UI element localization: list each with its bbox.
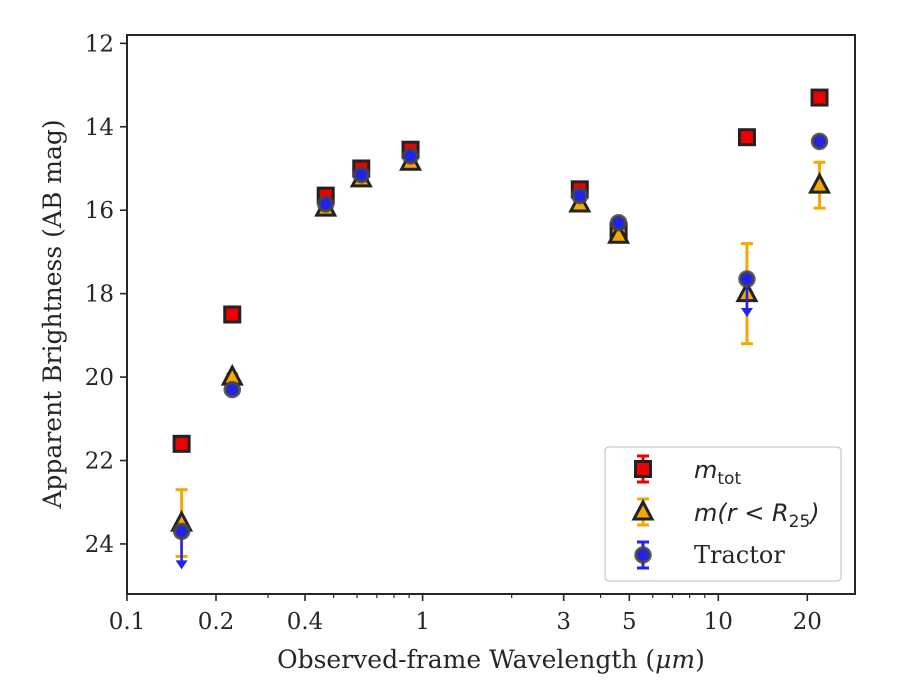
square-marker <box>737 128 756 147</box>
legend: mtot m(r < R25) Tractor <box>604 446 842 582</box>
circle-marker <box>810 132 829 151</box>
circle-marker <box>609 213 628 232</box>
legend-label-tractor: Tractor <box>694 541 785 569</box>
circle-marker <box>316 195 335 213</box>
square-marker <box>810 88 829 107</box>
legend-triangle-icon <box>631 498 655 521</box>
upper-limit-arrowhead <box>175 560 188 570</box>
legend-marker-0 <box>634 454 652 484</box>
data-point <box>172 522 191 570</box>
circle-marker <box>172 522 191 541</box>
x-tick-label: 0.2 <box>198 609 235 635</box>
legend-mtot-sub: tot <box>717 469 741 489</box>
y-tick-label: 22 <box>85 449 114 475</box>
data-point <box>810 88 829 107</box>
data-point <box>737 128 756 147</box>
legend-mr25-close: ) <box>808 499 819 527</box>
data-point <box>352 166 371 184</box>
x-axis-label-unit: μm <box>655 645 695 674</box>
data-point <box>808 160 832 210</box>
legend-markers <box>631 454 655 570</box>
square-marker <box>172 434 191 453</box>
upper-limit-arrowhead <box>740 308 753 318</box>
legend-label-mr25: m(r < R25) <box>694 499 820 532</box>
circle-marker <box>352 166 371 184</box>
data-layer <box>170 88 832 570</box>
data-point <box>810 132 829 151</box>
y-tick-label: 16 <box>85 198 114 224</box>
y-tick-label: 20 <box>85 365 114 391</box>
data-point <box>571 186 589 205</box>
data-point <box>223 305 242 324</box>
legend-square-icon <box>634 460 652 478</box>
legend-marker-2 <box>634 540 652 570</box>
triangle-marker <box>607 222 631 244</box>
x-axis-label: Observed-frame Wavelength (μm) <box>277 645 705 674</box>
circle-marker <box>223 380 242 399</box>
x-axis-label-prefix: Observed-frame Wavelength ( <box>277 645 655 674</box>
x-tick-label: 20 <box>793 609 822 635</box>
x-axis-label-suffix: ) <box>695 645 705 674</box>
y-tick-label: 24 <box>85 532 114 558</box>
y-tick-label: 12 <box>85 31 114 57</box>
x-tick-label: 3 <box>556 609 571 635</box>
square-marker <box>223 305 242 324</box>
circle-marker <box>571 186 589 205</box>
legend-label-mtot: mtot <box>694 456 741 489</box>
x-tick-label: 0.4 <box>287 609 324 635</box>
legend-marker-1 <box>631 497 655 527</box>
data-point <box>172 434 191 453</box>
y-axis-label: Apparent Brightness (AB mag) <box>38 119 67 509</box>
data-point <box>223 380 242 399</box>
y-tick-label: 18 <box>85 282 114 308</box>
series-2 <box>172 132 829 570</box>
x-tick-label: 1 <box>415 609 430 635</box>
legend-mr25-sub: 25 <box>789 512 811 532</box>
plot-frame <box>126 34 856 595</box>
circle-marker <box>738 270 756 288</box>
data-point <box>607 222 631 244</box>
legend-circle-icon <box>634 546 652 564</box>
circle-marker <box>401 147 420 165</box>
series-0 <box>172 88 829 453</box>
data-point <box>609 213 628 232</box>
legend-mtot-main: m <box>694 456 717 484</box>
axes-layer: 0.1 0.2 0.4 1 3 5 10 20 12 14 16 18 20 22 24 <box>85 31 822 635</box>
x-tick-label: 5 <box>622 609 637 635</box>
x-tick-label: 0.1 <box>109 609 146 635</box>
x-tick-label: 10 <box>704 609 733 635</box>
legend-mr25-main: m(r < R <box>694 499 789 527</box>
data-point <box>316 195 335 213</box>
legend-box <box>604 446 842 582</box>
data-point <box>738 270 756 318</box>
triangle-marker <box>808 171 832 194</box>
data-point <box>401 147 420 165</box>
y-tick-label: 14 <box>85 115 114 141</box>
